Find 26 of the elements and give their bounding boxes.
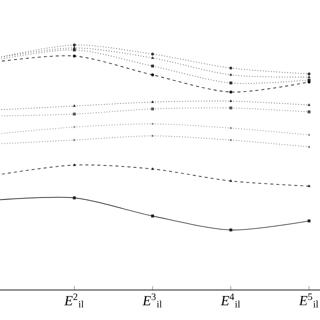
point — [72, 48, 76, 52]
point — [308, 219, 311, 222]
point — [308, 146, 310, 148]
point — [151, 73, 154, 76]
point — [151, 214, 154, 218]
point — [229, 90, 232, 94]
point — [151, 64, 154, 68]
point — [151, 107, 154, 110]
point — [72, 112, 76, 116]
point — [229, 106, 232, 110]
point — [72, 196, 76, 200]
x-tick-label: E$^{3}$il — [142, 294, 162, 308]
point — [229, 228, 232, 232]
point — [72, 54, 76, 58]
point — [229, 66, 232, 70]
point — [308, 110, 311, 114]
point — [151, 122, 154, 126]
point — [151, 134, 154, 138]
x-tick-label: E$^{5}$il — [298, 294, 318, 308]
point — [308, 72, 311, 76]
x-tick-label: E$^{2}$il — [64, 294, 84, 308]
x-tick-label: E$^{4}$il — [220, 294, 240, 308]
point — [229, 82, 232, 84]
point — [72, 44, 76, 46]
point — [151, 52, 154, 56]
point — [308, 134, 310, 136]
